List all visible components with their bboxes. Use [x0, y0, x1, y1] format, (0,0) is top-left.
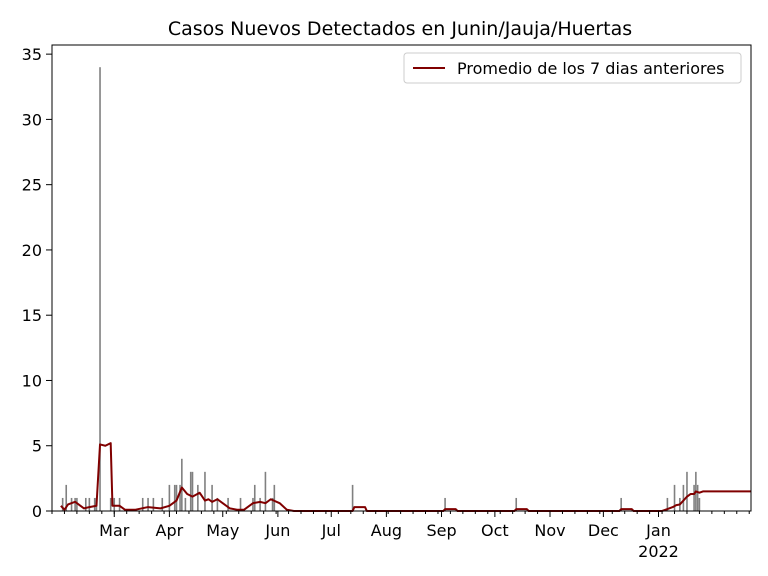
bar	[99, 67, 101, 511]
x-tick-label: Jul	[321, 521, 341, 540]
bar	[271, 497, 274, 511]
bar	[152, 497, 155, 511]
bar	[84, 497, 87, 511]
y-tick-label: 25	[22, 176, 42, 195]
y-tick-label: 5	[32, 437, 42, 456]
legend-box	[403, 52, 742, 84]
x-tick-label: Oct	[481, 521, 509, 540]
bar	[444, 497, 446, 511]
bar	[264, 471, 267, 511]
bar	[189, 471, 192, 511]
bar	[239, 497, 242, 511]
bar	[184, 497, 187, 511]
bar	[216, 497, 219, 511]
legend-label: Promedio de los 7 dias anteriores	[457, 59, 724, 78]
bar	[686, 471, 688, 511]
legend: Promedio de los 7 dias anteriores	[403, 52, 742, 84]
bar	[168, 484, 171, 511]
x-tick-label: Apr	[156, 521, 184, 540]
chart-title: Casos Nuevos Detectados en Junin/Jauja/H…	[168, 18, 632, 40]
y-tick-label: 35	[22, 45, 42, 64]
bar	[161, 497, 164, 511]
line-series	[60, 442, 751, 512]
y-tick-label: 0	[32, 502, 42, 521]
bar	[197, 484, 199, 511]
bar	[682, 484, 685, 511]
x-tick-label: Mar	[99, 521, 130, 540]
bar	[65, 484, 68, 511]
bar	[673, 484, 676, 511]
bar	[227, 497, 229, 511]
bar	[179, 484, 181, 511]
bar	[113, 497, 116, 511]
bar	[181, 458, 183, 511]
bar	[70, 497, 73, 511]
bar	[173, 484, 176, 511]
y-tick-label: 30	[22, 110, 42, 129]
y-tick-label: 10	[22, 371, 42, 390]
bar	[515, 497, 518, 511]
plot-frame	[51, 44, 752, 512]
bar	[696, 484, 699, 511]
bar	[93, 497, 96, 511]
bar	[61, 497, 64, 511]
bar-series	[61, 67, 701, 511]
bar	[211, 484, 213, 511]
bar	[666, 497, 669, 511]
y-tick-label: 20	[22, 241, 42, 260]
bar	[141, 497, 144, 511]
x-tick-label: May	[206, 521, 239, 540]
bar	[351, 484, 354, 511]
bar	[76, 497, 78, 511]
x-tick-label: Dec	[588, 521, 619, 540]
bar	[693, 484, 695, 511]
x-tick-year-label: 2022	[638, 542, 679, 561]
bar	[74, 497, 76, 511]
y-tick-label: 15	[22, 306, 42, 325]
bar	[191, 471, 194, 511]
bar	[147, 497, 149, 511]
x-tick-label: Nov	[534, 521, 565, 540]
bar	[273, 484, 276, 511]
x-axis: Mar Apr May Jun Jul Aug Sep Oct Nov Dec Jan 2022	[51, 511, 750, 561]
bar	[88, 497, 91, 511]
x-tick-label: Aug	[371, 521, 402, 540]
bar	[252, 497, 254, 511]
x-tick-label: Jun	[264, 521, 290, 540]
y-axis: 0 5 10 15 20 25 30 35	[22, 45, 52, 521]
x-tick-label: Sep	[426, 521, 456, 540]
bar	[698, 497, 701, 511]
bar	[620, 497, 622, 511]
bar	[253, 484, 256, 511]
bar	[259, 497, 261, 511]
bar	[204, 471, 206, 511]
x-tick-label: Jan	[645, 521, 671, 540]
bar	[118, 497, 121, 511]
bar	[109, 497, 112, 511]
moving-average-line	[60, 442, 751, 512]
